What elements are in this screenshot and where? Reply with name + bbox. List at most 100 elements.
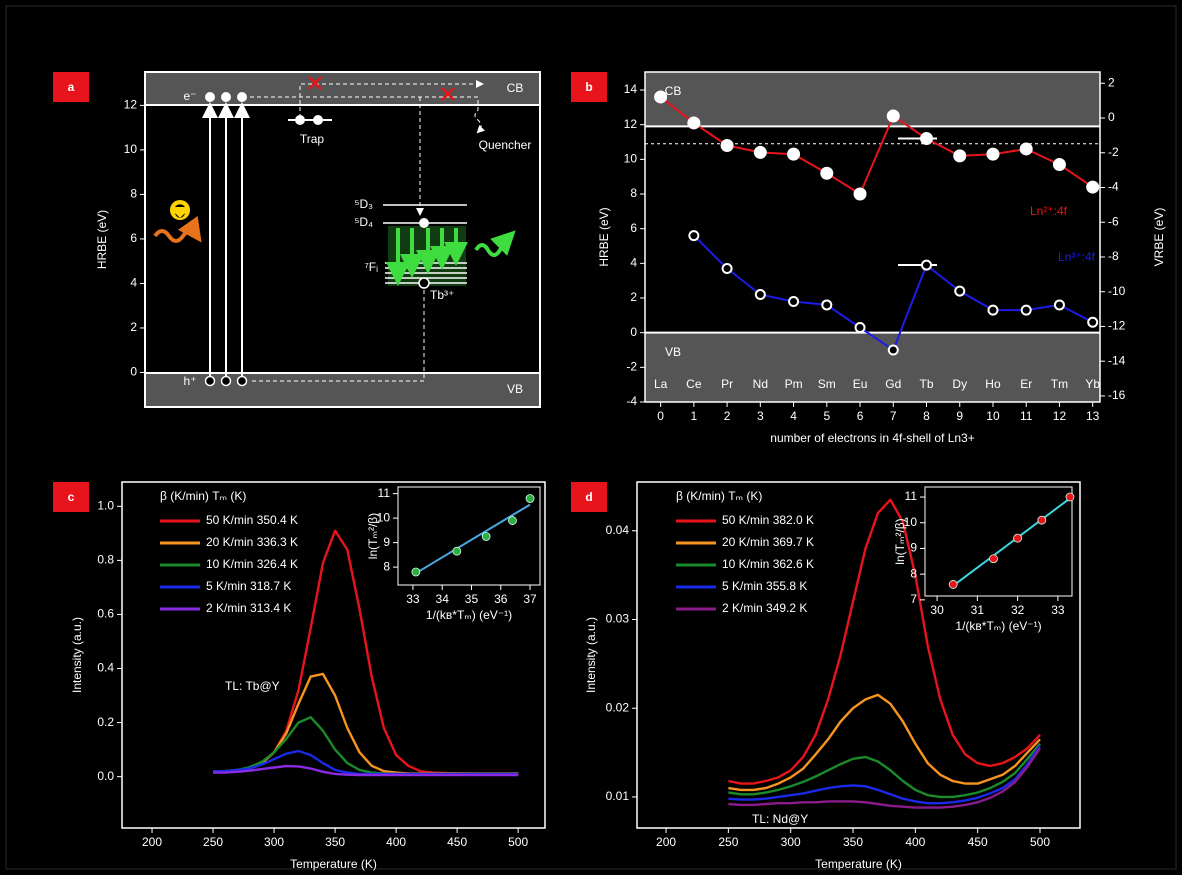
category-label: Tb xyxy=(920,377,934,391)
y-tick-label: -4 xyxy=(626,394,637,408)
ground-state-hole xyxy=(419,278,429,288)
category-label: Nd xyxy=(753,377,768,391)
x-tick-label: 36 xyxy=(494,592,508,606)
y-tick-label: 2 xyxy=(630,290,637,304)
y-tick-label: 1.0 xyxy=(97,499,114,513)
y-tick-label: 0.4 xyxy=(97,661,114,675)
x-tick-label: 33 xyxy=(406,592,420,606)
point xyxy=(989,555,997,563)
trapped-electron xyxy=(295,115,305,125)
conduction-band xyxy=(145,72,540,105)
category-label: Pr xyxy=(721,377,733,391)
point xyxy=(1066,493,1074,501)
y-tick-label: 8 xyxy=(630,186,637,200)
point xyxy=(821,168,832,179)
x-tick-label: 250 xyxy=(203,835,223,849)
point xyxy=(1054,159,1065,170)
x-tick-label: 400 xyxy=(386,835,406,849)
level-label: ⁷Fᵢ xyxy=(364,260,378,274)
background xyxy=(0,0,1182,875)
legend-label: 10 K/min 326.4 K xyxy=(206,557,298,571)
y-tick-label: 0 xyxy=(630,325,637,339)
hole xyxy=(222,377,231,386)
x-tick-label: 5 xyxy=(823,409,830,423)
trapped-electron xyxy=(313,115,323,125)
point xyxy=(987,149,998,160)
y-axis-label: Intensity (a.u.) xyxy=(70,617,84,693)
cb-label: CB xyxy=(507,81,524,95)
legend-title: β (K/min) Tₘ (K) xyxy=(160,489,246,503)
band-label: CB xyxy=(665,84,682,98)
x-tick-label: 350 xyxy=(325,835,345,849)
x-tick-label: 10 xyxy=(986,409,1000,423)
x-tick-label: 200 xyxy=(142,835,162,849)
x-tick-label: 500 xyxy=(508,835,528,849)
x-tick-label: 0 xyxy=(657,409,664,423)
point xyxy=(1038,516,1046,524)
point xyxy=(954,150,965,161)
point xyxy=(723,264,732,273)
y-tick-label: 8 xyxy=(130,187,137,201)
x-axis-label: Temperature (K) xyxy=(290,857,377,871)
point xyxy=(822,300,831,309)
trap-label: Trap xyxy=(300,132,325,146)
y-tick-label: 0.8 xyxy=(97,553,114,567)
y-tick-label: 6 xyxy=(130,231,137,245)
y-tick-label: 0.6 xyxy=(97,607,114,621)
y-tick-label: -10 xyxy=(1108,284,1126,298)
category-label: Gd xyxy=(885,377,901,391)
category-label: Sm xyxy=(818,377,836,391)
legend-label: 20 K/min 369.7 K xyxy=(722,535,814,549)
quencher-label: Quencher xyxy=(479,138,532,152)
legend-label: 2 K/min 313.4 K xyxy=(206,601,291,615)
category-label: La xyxy=(654,377,668,391)
x-tick-label: 450 xyxy=(968,835,988,849)
x-tick-label: 7 xyxy=(890,409,897,423)
y-tick-label: -6 xyxy=(1108,214,1119,228)
point xyxy=(988,306,997,315)
y-tick-label: 0 xyxy=(1108,110,1115,124)
point xyxy=(722,140,733,151)
panel-label: c xyxy=(68,490,75,504)
y-tick-label: 4 xyxy=(130,276,137,290)
x-tick-label: 11 xyxy=(1020,409,1033,423)
y-tick-label: 0.2 xyxy=(97,715,114,729)
x-tick-label: 8 xyxy=(923,409,930,423)
x-tick-label: 3 xyxy=(757,409,764,423)
hole xyxy=(206,377,215,386)
y-tick-label: 10 xyxy=(624,152,638,166)
inset-y-label: ln(Tₘ²/β) xyxy=(893,518,907,564)
point xyxy=(526,495,534,503)
point xyxy=(453,547,461,555)
x-tick-label: 400 xyxy=(905,835,925,849)
y-tick-label: 2 xyxy=(1108,75,1115,89)
point xyxy=(922,261,931,270)
point xyxy=(1088,318,1097,327)
y-tick-label: 8 xyxy=(383,559,390,573)
category-label: Ce xyxy=(686,377,702,391)
y-tick-label: 0 xyxy=(130,365,137,379)
x-tick-label: 30 xyxy=(930,603,944,617)
point xyxy=(755,147,766,158)
point xyxy=(1087,182,1098,193)
y-tick-label: -16 xyxy=(1108,388,1126,402)
panel-label: d xyxy=(585,490,592,504)
inset-x-label: 1/(kʙ*Tₘ) (eV⁻¹) xyxy=(955,619,1041,633)
x-axis-label: Temperature (K) xyxy=(815,857,902,871)
point xyxy=(655,91,666,102)
y-tick-label: 14 xyxy=(624,82,638,96)
y-tick-label: 9 xyxy=(910,541,917,555)
inset-x-label: 1/(kʙ*Tₘ) (eV⁻¹) xyxy=(426,608,512,622)
y-tick-label: -2 xyxy=(1108,145,1119,159)
y-tick-label: 0.01 xyxy=(606,789,630,803)
legend-label: 50 K/min 382.0 K xyxy=(722,513,814,527)
figure: CB VB e⁻ h⁺ Trap Quencher xyxy=(0,0,1182,875)
x-tick-label: 450 xyxy=(447,835,467,849)
y-tick-label: -12 xyxy=(1108,319,1126,333)
excited-electron xyxy=(419,218,429,228)
band xyxy=(645,333,1100,402)
x-tick-label: 35 xyxy=(465,592,479,606)
x-tick-label: 13 xyxy=(1086,409,1100,423)
y-tick-label: 2 xyxy=(130,320,137,334)
point xyxy=(1055,300,1064,309)
